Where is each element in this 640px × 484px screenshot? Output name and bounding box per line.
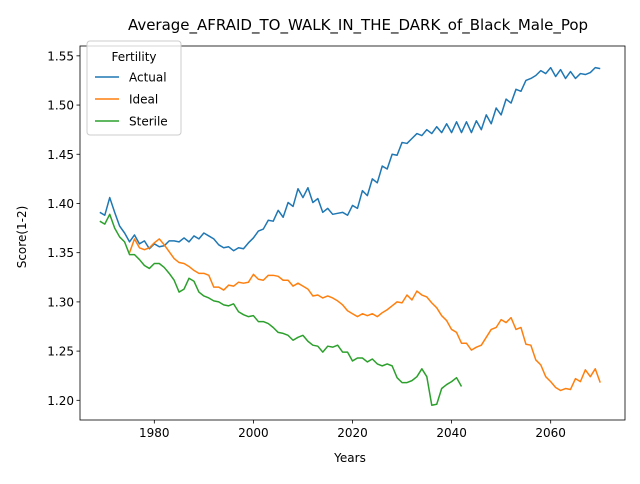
y-tick-label: 1.20 <box>47 394 74 408</box>
x-tick-label: 2000 <box>238 426 269 440</box>
y-axis-label: Score(1-2) <box>15 206 29 269</box>
x-tick-label: 2040 <box>436 426 467 440</box>
legend: Fertility Actual Ideal Sterile <box>86 40 182 136</box>
legend-label-actual: Actual <box>129 71 167 85</box>
x-tick-label: 1980 <box>139 426 170 440</box>
x-tick-label: 2020 <box>337 426 368 440</box>
legend-title: Fertility <box>111 50 156 64</box>
chart-title: Average_AFRAID_TO_WALK_IN_THE_DARK_of_Bl… <box>128 16 588 35</box>
legend-label-sterile: Sterile <box>129 115 168 129</box>
x-axis-label: Years <box>333 451 366 465</box>
y-tick-label: 1.50 <box>47 99 74 113</box>
series-layer <box>99 66 601 406</box>
legend-box <box>86 40 182 136</box>
series-line-ideal <box>128 238 601 392</box>
axes-layer: 1980 2000 2020 2040 2060 1.20 1.25 1.30 1.35 1.40… <box>47 45 626 440</box>
series-line-sterile <box>99 213 463 406</box>
legend-label-ideal: Ideal <box>129 93 158 107</box>
y-tick-label: 1.40 <box>47 197 74 211</box>
y-tick-label: 1.45 <box>47 148 74 162</box>
y-tick-label: 1.35 <box>47 246 74 260</box>
series-line-actual <box>99 66 601 252</box>
x-tick-label: 2060 <box>535 426 566 440</box>
y-tick-label: 1.25 <box>47 345 74 359</box>
y-tick-label: 1.55 <box>47 49 74 63</box>
y-tick-label: 1.30 <box>47 295 74 309</box>
